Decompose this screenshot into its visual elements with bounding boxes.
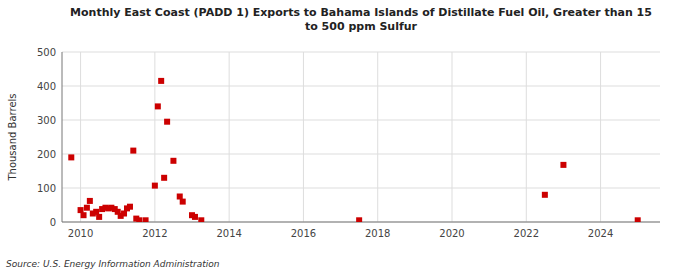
y-axis <box>62 52 63 222</box>
point <box>161 175 167 181</box>
point <box>192 214 198 220</box>
y-axis-label: Thousand Barrels <box>7 93 18 181</box>
x-tick-label: 2024 <box>588 228 613 239</box>
y-tick-label: 300 <box>37 115 56 126</box>
x-tick-label: 2010 <box>68 228 93 239</box>
x-grid-line <box>229 52 230 222</box>
x-grid-line <box>600 52 601 222</box>
x-grid-line <box>80 52 81 222</box>
x-grid-line <box>303 52 304 222</box>
point <box>158 78 164 84</box>
x-tick-label: 2016 <box>291 228 316 239</box>
point <box>143 217 149 222</box>
y-tick-label: 200 <box>37 149 56 160</box>
chart: Monthly East Coast (PADD 1) Exports to B… <box>0 0 675 275</box>
y-tick-label: 400 <box>37 81 56 92</box>
x-grid-line <box>452 52 453 222</box>
point <box>136 217 142 222</box>
point <box>180 199 186 205</box>
y-tick-label: 0 <box>50 217 56 228</box>
title-line: Monthly East Coast (PADD 1) Exports to B… <box>70 6 652 19</box>
y-grid-line <box>62 52 660 53</box>
title: Monthly East Coast (PADD 1) Exports to B… <box>70 6 652 33</box>
x-tick-label: 2020 <box>439 228 464 239</box>
x-grid-line <box>526 52 527 222</box>
x-tick-label: 2022 <box>514 228 539 239</box>
y-tick-label: 100 <box>37 183 56 194</box>
point <box>84 205 90 211</box>
y-grid-line <box>62 154 660 155</box>
point <box>68 154 74 160</box>
y-tick-label: 500 <box>37 47 56 58</box>
point <box>198 217 204 222</box>
x-tick-label: 2012 <box>142 228 167 239</box>
point <box>560 162 566 168</box>
point <box>155 103 161 109</box>
grid <box>62 52 660 222</box>
point <box>87 198 93 204</box>
x-tick-label: 2014 <box>216 228 241 239</box>
point <box>130 148 136 154</box>
point <box>127 204 133 210</box>
point <box>152 183 158 189</box>
point <box>96 214 102 220</box>
points <box>68 78 640 222</box>
y-grid-line <box>62 120 660 121</box>
title-line: to 500 ppm Sulfur <box>305 20 418 33</box>
x-tick-label: 2018 <box>365 228 390 239</box>
y-grid-line <box>62 188 660 189</box>
y-grid-line <box>62 86 660 87</box>
point <box>635 217 641 222</box>
point <box>356 217 362 222</box>
point <box>542 192 548 198</box>
source: Source: U.S. Energy Information Administ… <box>6 259 220 269</box>
x-grid-line <box>154 52 155 222</box>
x-grid-line <box>377 52 378 222</box>
point <box>81 212 87 218</box>
point <box>164 119 170 125</box>
point <box>170 158 176 164</box>
